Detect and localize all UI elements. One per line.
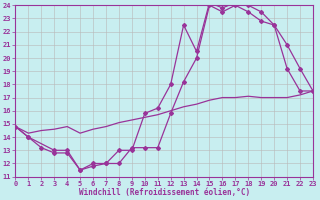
X-axis label: Windchill (Refroidissement éolien,°C): Windchill (Refroidissement éolien,°C): [79, 188, 250, 197]
